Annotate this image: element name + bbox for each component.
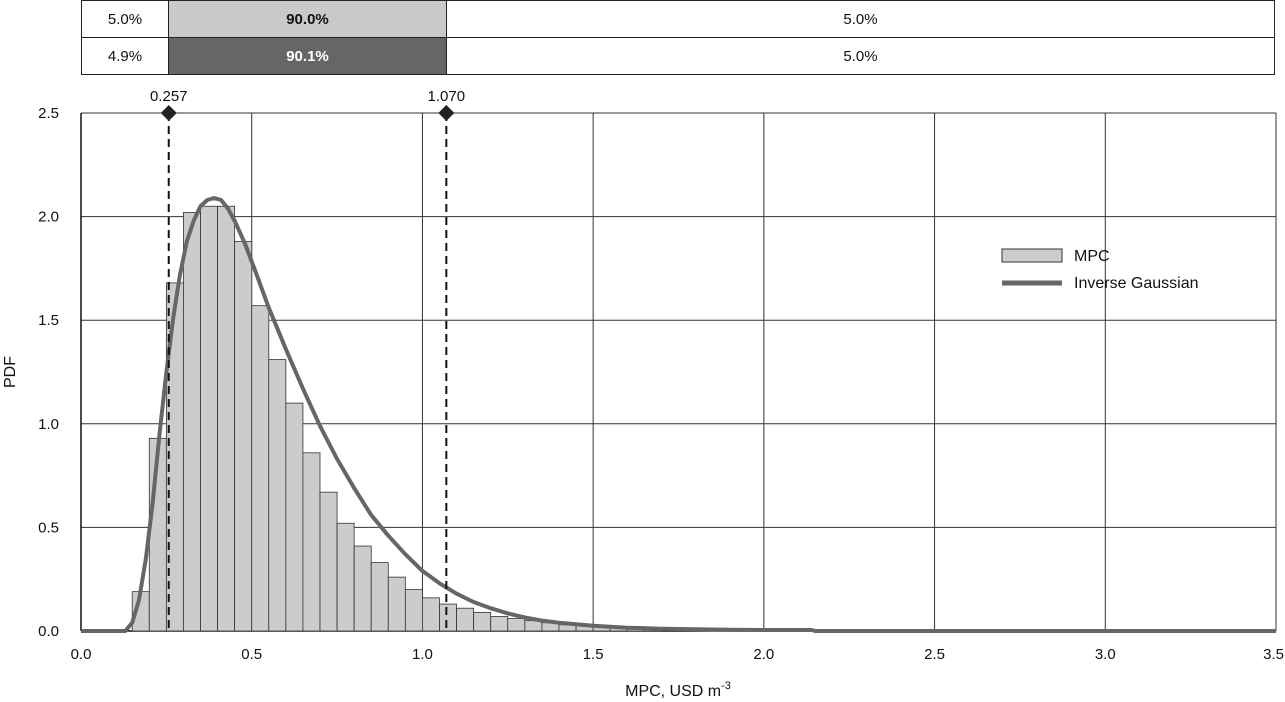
x-tick-label: 3.0 <box>1095 646 1116 663</box>
histogram-bar <box>370 562 389 632</box>
histogram-bar <box>302 452 321 632</box>
histogram-bar <box>507 618 526 632</box>
upper-tail-cell: 5.0% <box>843 10 878 28</box>
upper-tail-cell: 5.0% <box>843 47 878 65</box>
histogram-bar <box>524 620 543 632</box>
x-tick-label: 2.5 <box>924 646 945 663</box>
x-tick-label: 0.0 <box>71 646 92 663</box>
histogram-bar <box>268 359 287 632</box>
x-tick-label: 1.0 <box>412 646 433 663</box>
percentile-band-fitted: 4.9% 90.1% 5.0% <box>81 37 1275 75</box>
y-tick-label: 2.5 <box>38 105 59 122</box>
inverse-gaussian-curve <box>81 196 1276 633</box>
axis-ticks: 0.0 0.5 1.0 1.5 2.0 2.5 3.0 3.5 0.0 0.5 1.0 1.5 2.0 2… <box>38 105 1284 663</box>
lower-tail-cell: 4.9% <box>82 38 169 74</box>
histogram-bar <box>473 611 492 632</box>
y-tick-label: 2.0 <box>38 209 59 226</box>
histogram-bar <box>336 522 355 632</box>
histogram-bar <box>183 212 201 632</box>
y-tick-label: 0.5 <box>38 519 59 536</box>
percentile-diamond <box>160 105 177 121</box>
legend: MPC Inverse Gaussian <box>1001 248 1199 292</box>
histogram-bar <box>319 491 338 632</box>
legend-mpc-swatch <box>1001 248 1063 263</box>
x-tick-label: 2.0 <box>753 646 774 663</box>
y-tick-label: 0.0 <box>38 623 59 640</box>
histogram-bar <box>200 205 218 632</box>
central-interval-cell: 90.1% <box>169 38 447 74</box>
legend-mpc-label: MPC <box>1074 248 1110 265</box>
histogram-bar <box>404 589 423 632</box>
histogram-bar <box>353 545 372 632</box>
y-tick-label: 1.5 <box>38 312 59 329</box>
lower-tail-cell: 5.0% <box>82 1 169 37</box>
y-tick-label: 1.0 <box>38 416 59 433</box>
histogram-bar <box>387 576 406 632</box>
y-axis-title: PDF <box>2 356 19 388</box>
histogram-bar <box>217 205 236 632</box>
histogram-bar <box>439 603 457 632</box>
histogram-bar <box>285 402 304 632</box>
histogram-bar <box>490 616 509 632</box>
histogram-bar <box>234 241 253 632</box>
percentile-label: 1.070 <box>428 88 466 105</box>
histogram-bar <box>422 597 440 632</box>
x-tick-label: 3.5 <box>1263 646 1284 663</box>
histogram-bars <box>131 205 662 632</box>
x-tick-label: 0.5 <box>241 646 262 663</box>
central-interval-cell: 90.0% <box>169 1 447 37</box>
percentile-label: 0.257 <box>150 88 188 105</box>
legend-inverse-gaussian-label: Inverse Gaussian <box>1074 275 1199 292</box>
percentile-diamond <box>438 105 455 121</box>
x-tick-label: 1.5 <box>583 646 604 663</box>
histogram-bar <box>251 305 270 632</box>
percentile-markers: 0.257 1.070 <box>150 88 465 631</box>
histogram-bar <box>456 607 475 632</box>
x-axis-title: MPC, USD m-3 <box>625 680 731 700</box>
